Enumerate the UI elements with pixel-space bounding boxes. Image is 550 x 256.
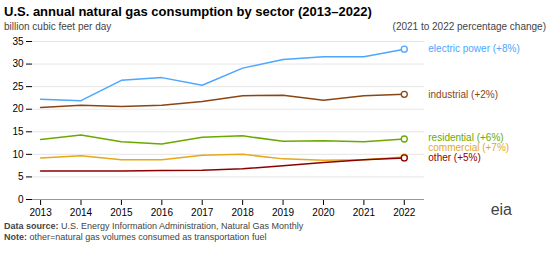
html-text:billion cubic feet per day: billion cubic feet per day bbox=[4, 21, 112, 32]
svg-text:5: 5 bbox=[18, 171, 24, 182]
svg-text:2017: 2017 bbox=[191, 207, 214, 218]
html-text:(2021 to 2022 percentage chang: (2021 to 2022 percentage change) bbox=[392, 21, 546, 32]
html-text:Note: other=natural gas volume: Note: other=natural gas volumes consumed… bbox=[4, 232, 267, 242]
svg-text:2015: 2015 bbox=[110, 207, 133, 218]
svg-text:2016: 2016 bbox=[151, 207, 174, 218]
svg-text:15: 15 bbox=[12, 126, 24, 137]
svg-text:25: 25 bbox=[12, 81, 24, 92]
svg-text:2018: 2018 bbox=[232, 207, 255, 218]
svg-text:2019: 2019 bbox=[272, 207, 295, 218]
svg-text:other (+5%): other (+5%) bbox=[428, 152, 481, 163]
svg-text:2021: 2021 bbox=[353, 207, 376, 218]
svg-text:30: 30 bbox=[12, 58, 24, 69]
svg-text:2013: 2013 bbox=[29, 207, 52, 218]
svg-text:35: 35 bbox=[12, 36, 24, 47]
html-text:Data source: U.S. Energy Infor: Data source: U.S. Energy Information Adm… bbox=[4, 221, 304, 231]
svg-text:2022: 2022 bbox=[393, 207, 416, 218]
svg-text:commercial (+7%): commercial (+7%) bbox=[428, 142, 510, 154]
svg-text:0: 0 bbox=[18, 194, 24, 205]
svg-text:residential (+6%): residential (+6%) bbox=[428, 132, 504, 144]
html-text:U.S. annual natural gas consum: U.S. annual natural gas consumption by s… bbox=[4, 4, 372, 19]
svg-text:industrial (+2%): industrial (+2%) bbox=[428, 89, 498, 100]
svg-text:2014: 2014 bbox=[70, 207, 93, 218]
html-text:eia: eia bbox=[490, 201, 512, 218]
svg-text:electric power (+8%): electric power (+8%) bbox=[428, 43, 519, 54]
svg-text:10: 10 bbox=[12, 149, 24, 160]
svg-text:20: 20 bbox=[12, 103, 24, 114]
svg-text:2020: 2020 bbox=[312, 207, 335, 218]
